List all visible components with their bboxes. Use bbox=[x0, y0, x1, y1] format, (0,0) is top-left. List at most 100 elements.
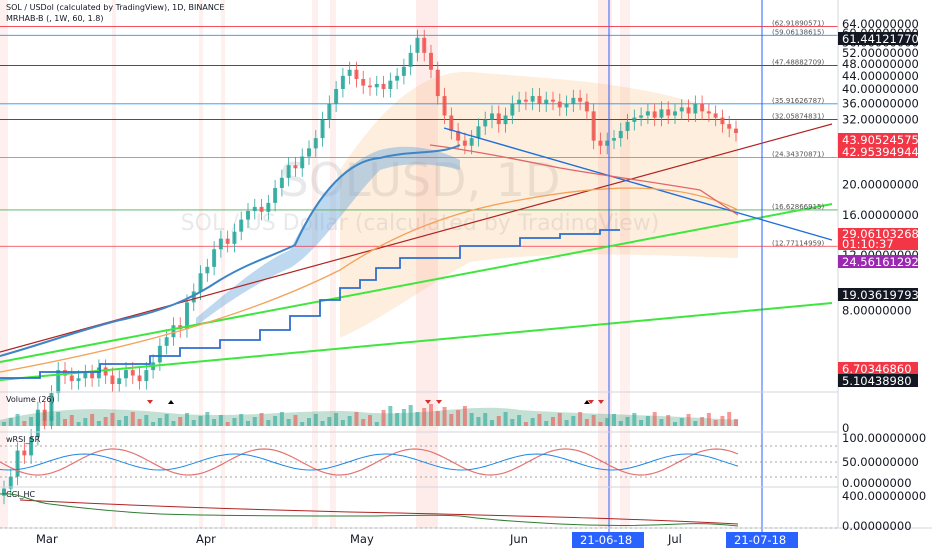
level-label: (35.91626787) bbox=[772, 97, 824, 105]
time-label-mar: Mar bbox=[36, 532, 58, 546]
candle-body bbox=[618, 130, 623, 139]
tag-level-f-bg bbox=[838, 374, 918, 387]
red-moving-average bbox=[429, 144, 739, 216]
volume-bar bbox=[462, 406, 467, 426]
volume-bar bbox=[693, 421, 698, 426]
candle-body bbox=[713, 113, 718, 118]
candle-body bbox=[401, 66, 406, 76]
cloud-band bbox=[340, 71, 738, 338]
candle-body bbox=[69, 375, 74, 382]
volume-bar bbox=[320, 421, 325, 426]
volume-bar bbox=[469, 413, 474, 426]
volume-bar bbox=[734, 419, 738, 426]
candle-body bbox=[659, 109, 664, 118]
candle-body bbox=[429, 52, 433, 70]
volume-bar bbox=[178, 417, 183, 426]
volume-bar bbox=[578, 412, 583, 426]
candle-body bbox=[313, 138, 318, 149]
tag-level-d-bg bbox=[838, 288, 918, 301]
volume-bar bbox=[564, 420, 569, 426]
volume-bar bbox=[347, 416, 352, 426]
candle-body bbox=[130, 370, 135, 376]
highlight-bands bbox=[0, 0, 630, 528]
tag-level-e-bg bbox=[838, 362, 918, 375]
volume-bar bbox=[124, 416, 128, 426]
candle-body bbox=[469, 138, 474, 146]
candle-body bbox=[530, 96, 535, 102]
volume-bar bbox=[157, 418, 162, 426]
volume-bar bbox=[700, 417, 705, 426]
price-tick: 8.00000000 bbox=[842, 304, 912, 318]
candle-body bbox=[307, 148, 311, 157]
cursor-date-right: 21-07-18 bbox=[734, 533, 786, 547]
blue-trendline-descending bbox=[443, 127, 833, 241]
candle-body bbox=[612, 138, 616, 141]
candle-body bbox=[564, 103, 569, 108]
candle-body bbox=[246, 210, 250, 220]
tag-last-bg bbox=[838, 228, 918, 250]
level-label: (47.48882709) bbox=[772, 58, 824, 66]
volume-bar bbox=[706, 413, 711, 426]
candle-body bbox=[327, 103, 332, 120]
candle-body bbox=[56, 370, 61, 394]
volume-bar bbox=[510, 419, 515, 426]
candle-body bbox=[557, 101, 562, 108]
volume-bar bbox=[605, 418, 610, 426]
price-axis-ticks: 64.0000000060.0000000056.0000000052.0000… bbox=[842, 17, 919, 317]
volume-bar bbox=[435, 411, 440, 426]
volume-bar bbox=[551, 417, 555, 426]
volume-bar bbox=[185, 413, 189, 426]
volume-bar bbox=[679, 418, 684, 426]
price-tick: 36.00000000 bbox=[842, 97, 919, 111]
candle-body bbox=[232, 231, 237, 244]
tag-level-b: 42.95394944 bbox=[842, 145, 919, 159]
volume-bar bbox=[96, 421, 101, 426]
level-label: (24.34370871) bbox=[772, 150, 824, 158]
candle-body bbox=[578, 97, 583, 102]
volume-bar bbox=[137, 419, 142, 426]
volume-bar bbox=[225, 422, 230, 426]
candle-body bbox=[252, 206, 257, 211]
volume-bar bbox=[388, 406, 393, 426]
candle-body bbox=[537, 96, 542, 104]
volume-bar bbox=[307, 418, 311, 426]
volume-bar bbox=[130, 412, 135, 426]
volume-bar bbox=[191, 420, 196, 426]
volume-bar bbox=[686, 414, 691, 426]
volume-bar bbox=[490, 420, 494, 426]
price-tick: 32.00000000 bbox=[842, 113, 919, 127]
cci-red-line bbox=[19, 499, 739, 525]
volume-bar bbox=[415, 412, 420, 426]
rsi-slow-line bbox=[0, 453, 739, 471]
volume-bar bbox=[8, 418, 13, 426]
volume-bar bbox=[517, 415, 522, 426]
candle-body bbox=[22, 450, 27, 456]
volume-bar bbox=[645, 416, 650, 426]
tag-level-a: 43.90524575 bbox=[842, 133, 919, 147]
candle-body bbox=[496, 113, 501, 125]
volume-bar bbox=[612, 414, 616, 426]
volume-bar bbox=[334, 413, 339, 426]
candle-body bbox=[368, 85, 372, 88]
candle-body bbox=[76, 378, 81, 382]
candle-body bbox=[279, 177, 284, 188]
cci-tick-0: 0.00000000 bbox=[842, 519, 912, 533]
candle-body bbox=[42, 409, 47, 421]
volume-bar bbox=[273, 416, 278, 426]
candle-body bbox=[645, 111, 650, 116]
price-candles bbox=[2, 29, 738, 505]
candle-body bbox=[144, 370, 149, 382]
volume-bar bbox=[449, 414, 454, 426]
volume-bar bbox=[49, 416, 54, 426]
watermark-description: SOL / US Dollar (calculated by TradingVi… bbox=[181, 211, 660, 236]
volume-bar bbox=[90, 414, 95, 426]
candle-body bbox=[510, 103, 515, 116]
candle-body bbox=[686, 107, 691, 114]
volume-bar bbox=[523, 422, 528, 426]
candle-body bbox=[415, 37, 420, 53]
volume-bar bbox=[293, 415, 298, 426]
candle-body bbox=[347, 69, 352, 76]
candle-body bbox=[185, 302, 189, 330]
